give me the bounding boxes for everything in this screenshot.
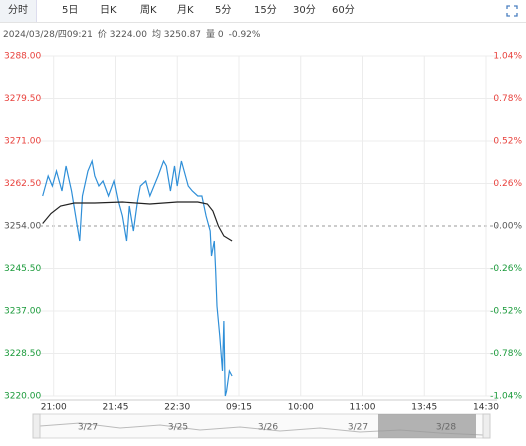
y-tick-label: 3288.00 <box>4 52 41 62</box>
y-tick-label: 3279.50 <box>4 94 41 104</box>
price-line <box>42 158 233 397</box>
tab[interactable]: 30分 <box>293 5 316 16</box>
info-volume: 量 0 <box>206 30 224 40</box>
tab-bar: 分时 5日 日K 周K 月K 5分 15分 30分 60分 <box>0 0 526 23</box>
y2-tick-label: -0.78% <box>490 349 522 359</box>
y-tick-label: 3245.50 <box>4 264 41 274</box>
navigator-selection[interactable] <box>378 414 476 438</box>
tab[interactable]: 15分 <box>254 5 277 16</box>
info-avg: 均 3250.87 <box>151 30 202 40</box>
navigator-label: 3/25 <box>168 423 188 433</box>
y-tick-label: 3220.00 <box>4 392 41 402</box>
x-tick-label: 09:15 <box>226 403 252 413</box>
y2-tick-label: 0.78% <box>493 94 522 104</box>
y2-tick-label: 0.26% <box>493 179 522 189</box>
x-tick-label: 21:45 <box>103 403 129 413</box>
quote-info: 2024/03/28/四09:21 价 3224.00 均 3250.87 量 0 -0… <box>3 27 265 40</box>
y2-tick-label: 0.00% <box>493 222 522 232</box>
x-tick-label: 13:45 <box>411 403 437 413</box>
tab[interactable]: 周K <box>140 5 157 16</box>
price-line <box>42 201 233 242</box>
x-tick-label: 10:00 <box>288 403 314 413</box>
info-time: 2024/03/28/四09:21 <box>3 30 93 40</box>
y-tick-label: 3237.00 <box>4 307 41 317</box>
info-price: 价 3224.00 <box>97 30 147 40</box>
y2-tick-label: -0.52% <box>490 307 522 317</box>
info-change: -0.92% <box>228 30 261 40</box>
x-tick-label: 14:30 <box>473 403 499 413</box>
tab[interactable]: 分时 <box>0 0 37 22</box>
navigator-label: 3/28 <box>436 423 456 433</box>
navigator-left-arrow[interactable] <box>32 413 41 439</box>
expand-icon[interactable] <box>506 5 518 17</box>
navigator-right-arrow[interactable] <box>482 413 491 439</box>
tab[interactable]: 日K <box>100 5 117 16</box>
y2-tick-label: -0.26% <box>490 264 522 274</box>
y-tick-label: 3271.00 <box>4 137 41 147</box>
tab[interactable]: 5日 <box>62 5 79 16</box>
navigator-trend <box>39 422 484 436</box>
y-tick-label: 3254.00 <box>4 222 41 232</box>
x-tick-label: 22:30 <box>164 403 190 413</box>
navigator-label: 3/27 <box>348 423 368 433</box>
navigator <box>39 413 484 439</box>
navigator-label: 3/27 <box>78 423 98 433</box>
y-tick-label: 3262.50 <box>4 179 41 189</box>
y-tick-label: 3228.50 <box>4 349 41 359</box>
tab[interactable]: 60分 <box>332 5 355 16</box>
tab[interactable]: 月K <box>177 5 194 16</box>
y2-tick-label: -1.04% <box>490 392 522 402</box>
x-tick-label: 11:00 <box>350 403 376 413</box>
y2-tick-label: 1.04% <box>493 52 522 62</box>
tab[interactable]: 5分 <box>215 5 232 16</box>
x-tick-label: 21:00 <box>41 403 67 413</box>
y2-tick-label: 0.52% <box>493 137 522 147</box>
navigator-label: 3/26 <box>258 423 278 433</box>
